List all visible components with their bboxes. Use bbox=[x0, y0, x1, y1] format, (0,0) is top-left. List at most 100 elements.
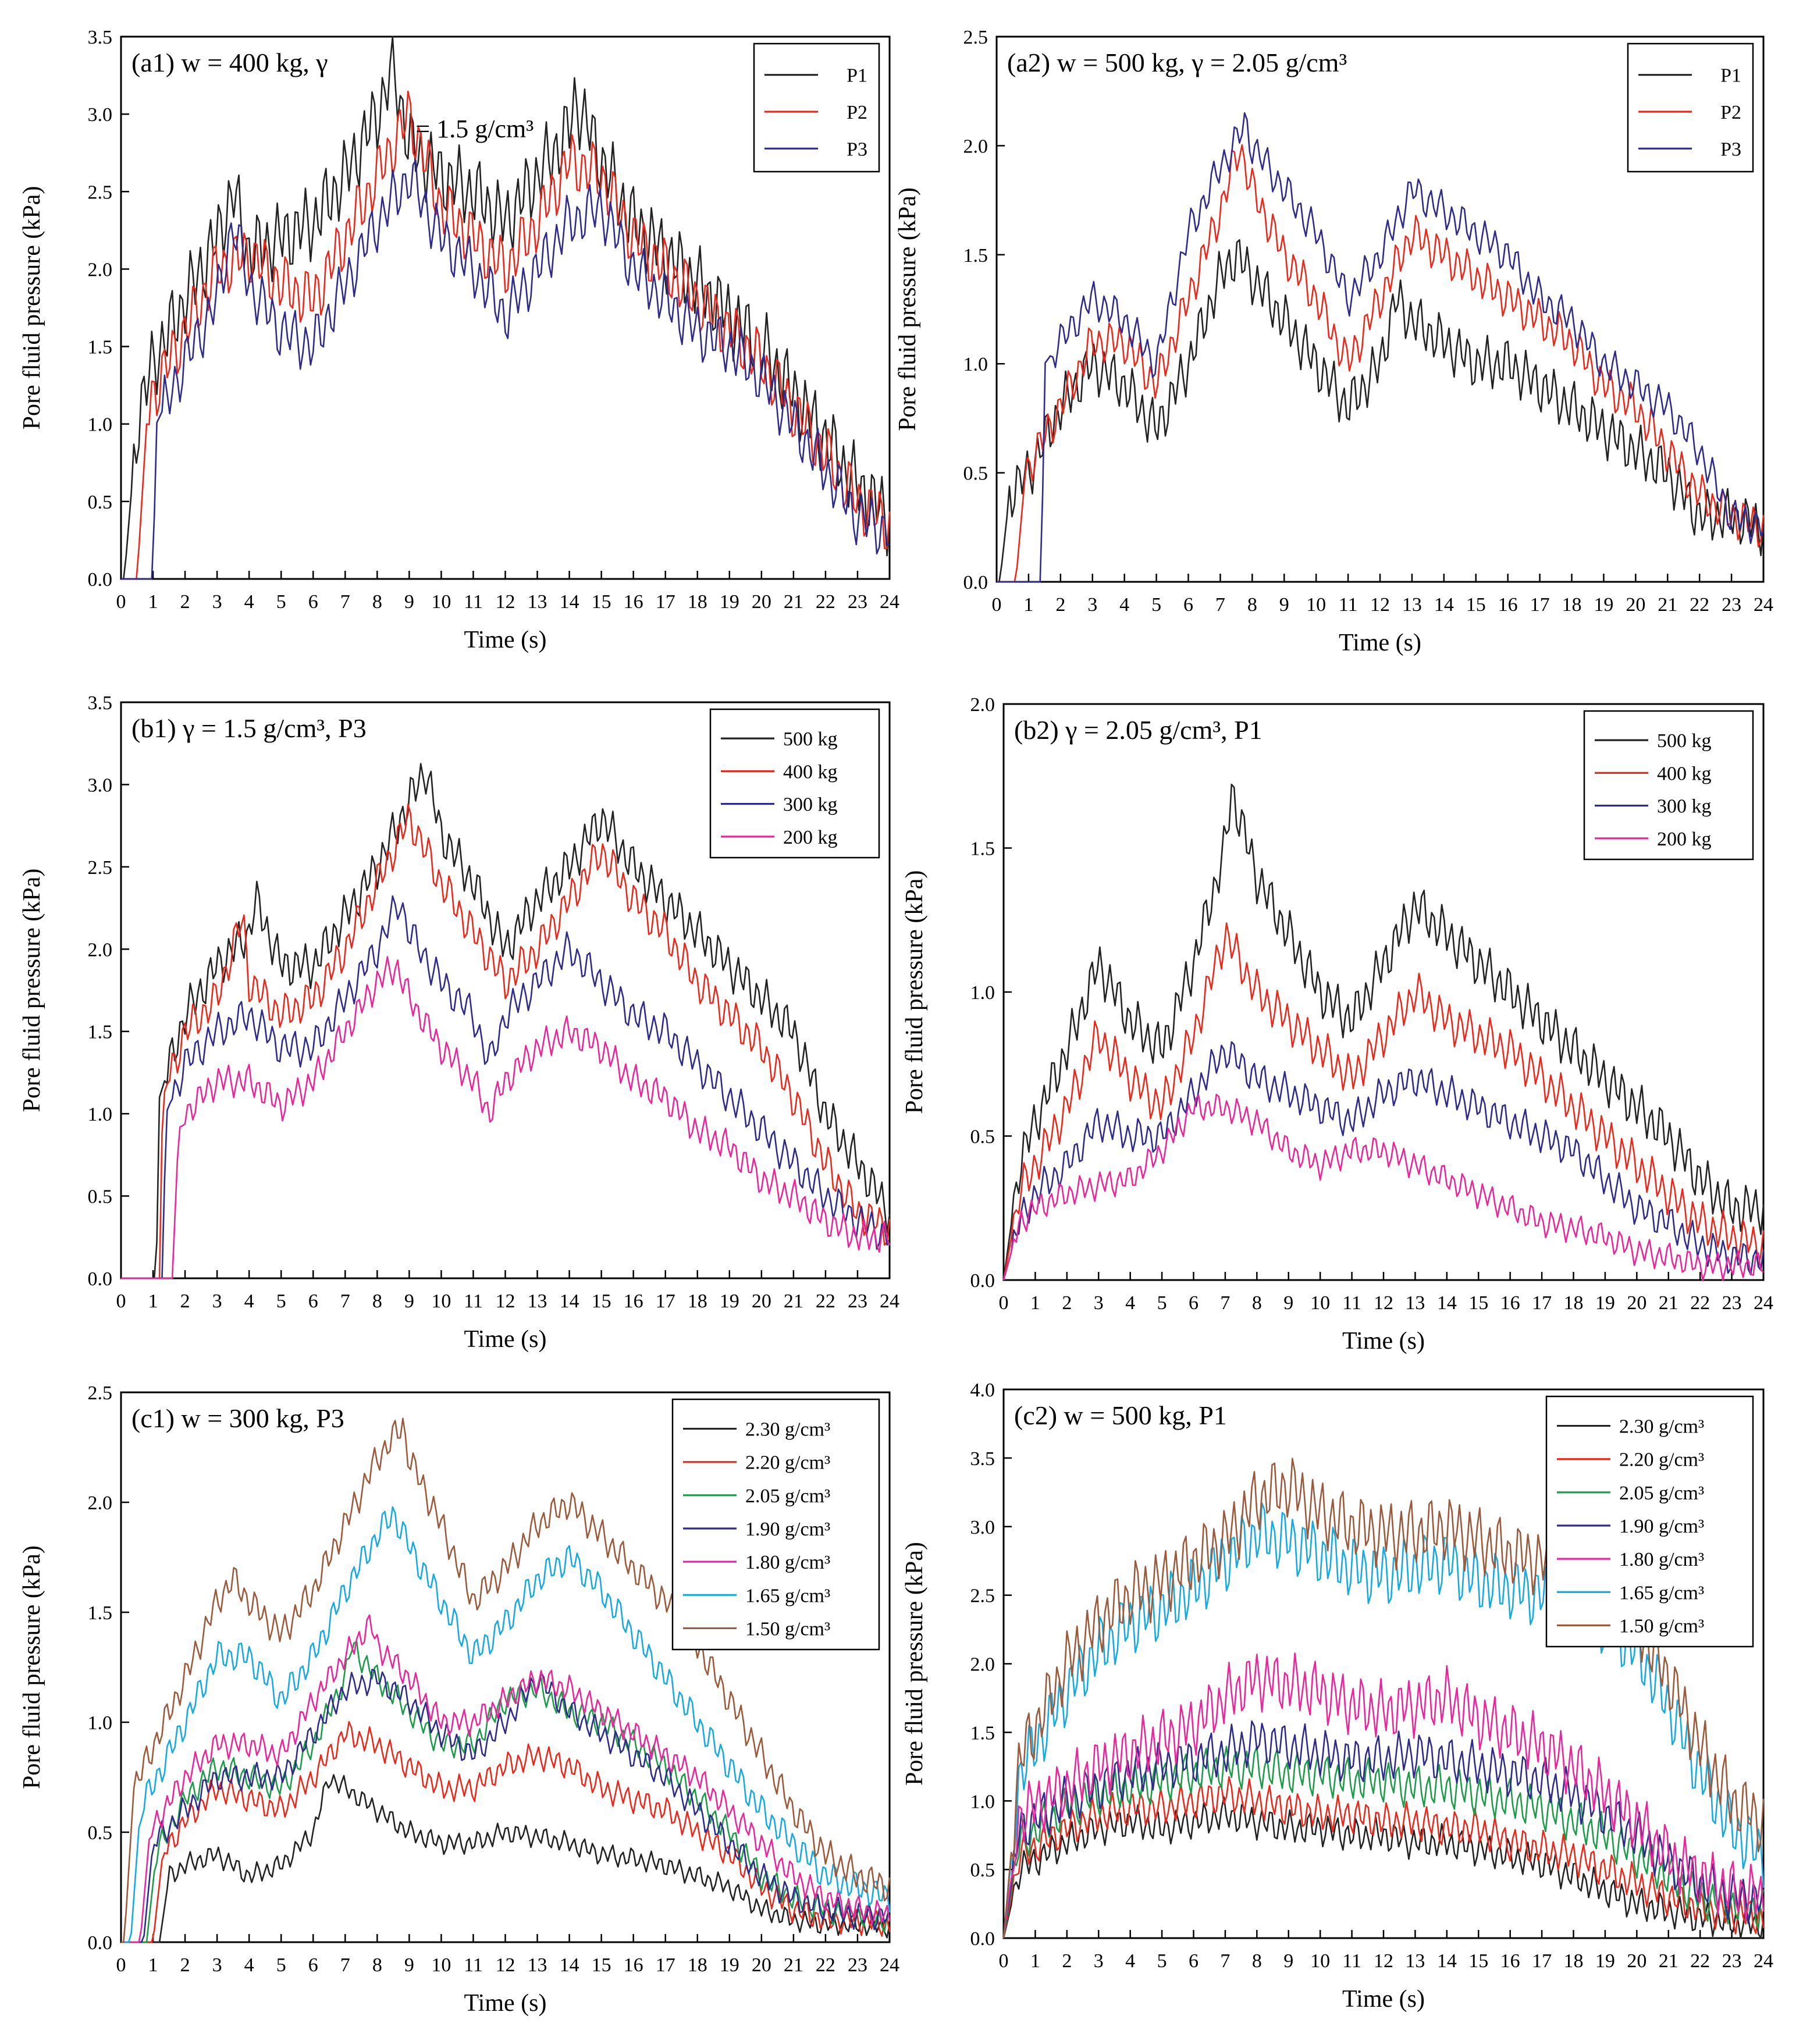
x-tick-label: 18 bbox=[688, 1291, 707, 1312]
y-tick-label: 2.0 bbox=[88, 939, 113, 961]
legend-label: 2.05 g/cm³ bbox=[745, 1485, 830, 1507]
panel-title: (c1) w = 300 kg, P3 bbox=[131, 1403, 344, 1433]
x-tick-label: 14 bbox=[1434, 594, 1454, 616]
y-tick-label: 2.0 bbox=[88, 259, 113, 280]
x-tick-label: 4 bbox=[1125, 1950, 1135, 1972]
x-tick-label: 12 bbox=[496, 1954, 515, 1976]
legend-label: 200 kg bbox=[783, 827, 838, 848]
x-tick-label: 19 bbox=[720, 1954, 739, 1976]
y-tick-label: 0.5 bbox=[88, 1822, 113, 1844]
legend-box bbox=[1545, 1395, 1754, 1648]
y-tick-label: 2.5 bbox=[963, 27, 988, 48]
x-tick-label: 22 bbox=[816, 591, 835, 613]
x-tick-label: 15 bbox=[1468, 1950, 1488, 1972]
x-tick-label: 16 bbox=[1498, 594, 1518, 616]
y-tick-label: 2.0 bbox=[963, 136, 988, 157]
y-axis-label: Pore fluid pressure (kPa) bbox=[894, 187, 921, 431]
x-tick-label: 22 bbox=[816, 1291, 835, 1312]
legend-label: 2.05 g/cm³ bbox=[1619, 1483, 1704, 1504]
legend-box bbox=[753, 42, 880, 173]
x-tick-label: 13 bbox=[528, 1954, 547, 1976]
y-tick-label: 2.0 bbox=[88, 1492, 113, 1514]
legend-label: 2.30 g/cm³ bbox=[1619, 1416, 1704, 1438]
x-tick-label: 4 bbox=[244, 591, 254, 613]
x-tick-label: 21 bbox=[784, 1954, 803, 1976]
chart-b1: 0 1 2 3 4 5 6 7 8 9 10 11 12 13 14 15 16 17 18 19 20 21 22 23 24… bbox=[19, 692, 899, 1353]
x-tick-label: 8 bbox=[372, 1954, 382, 1976]
x-tick-label: 15 bbox=[592, 1291, 611, 1312]
series-line-c1-4 bbox=[121, 1669, 891, 1943]
y-tick-label: 0.5 bbox=[963, 463, 988, 485]
x-tick-label: 2 bbox=[1062, 1292, 1072, 1314]
series-line-b2-1 bbox=[1002, 783, 1765, 1281]
x-tick-label: 2 bbox=[180, 1291, 190, 1312]
chart-a1: 0 1 2 3 4 5 6 7 8 9 10 11 12 13 14 15 16 17 18 19 20 21 22 23 24… bbox=[19, 27, 899, 653]
chart-c2: 0 1 2 3 4 5 6 7 8 9 10 11 12 13 14 15 16 17 18 19 20 21 22 23 24… bbox=[901, 1380, 1773, 2013]
x-tick-label: 17 bbox=[1532, 1950, 1552, 1972]
x-tick-label: 15 bbox=[592, 1954, 611, 1976]
y-tick-label: 1.0 bbox=[970, 982, 995, 1004]
x-tick-label: 17 bbox=[1532, 1292, 1552, 1314]
x-axis-label: Time (s) bbox=[464, 1990, 547, 2017]
x-tick-label: 1 bbox=[148, 1954, 158, 1976]
x-tick-label: 4 bbox=[244, 1954, 254, 1976]
x-tick-label: 3 bbox=[212, 1291, 222, 1312]
x-tick-label: 11 bbox=[464, 591, 483, 613]
x-tick-label: 23 bbox=[1722, 594, 1741, 616]
x-tick-label: 7 bbox=[1215, 594, 1225, 616]
x-tick-label: 24 bbox=[880, 1291, 899, 1312]
x-tick-label: 12 bbox=[1374, 1292, 1393, 1314]
legend-label: 400 kg bbox=[1657, 763, 1712, 784]
legend-box bbox=[709, 708, 880, 859]
y-tick-label: 1.0 bbox=[88, 1104, 113, 1125]
legend-label: P2 bbox=[847, 102, 867, 123]
y-tick-label: 1.0 bbox=[963, 354, 988, 375]
x-tick-label: 6 bbox=[308, 591, 318, 613]
x-tick-label: 21 bbox=[784, 1291, 803, 1312]
x-tick-label: 5 bbox=[1157, 1950, 1167, 1972]
x-tick-label: 17 bbox=[1530, 594, 1550, 616]
x-tick-label: 18 bbox=[1564, 1950, 1584, 1972]
x-tick-label: 4 bbox=[244, 1291, 254, 1312]
y-tick-label: 2.5 bbox=[88, 857, 113, 879]
legend-label: 2.30 g/cm³ bbox=[745, 1419, 830, 1441]
x-tick-label: 14 bbox=[1437, 1950, 1457, 1972]
series-line-c2-3 bbox=[1002, 1746, 1765, 1939]
panel-title: (b1) γ = 1.5 g/cm³, P3 bbox=[131, 713, 367, 743]
legend-label: P3 bbox=[1720, 138, 1741, 160]
x-tick-label: 20 bbox=[752, 591, 771, 613]
y-tick-label: 1.5 bbox=[88, 337, 113, 358]
legend: 500 kg 400 kg 300 kg 200 kg bbox=[1583, 710, 1754, 861]
legend-label: 1.90 g/cm³ bbox=[1619, 1516, 1704, 1537]
series-line-b1-3 bbox=[121, 895, 890, 1279]
series-line-a2-1 bbox=[997, 239, 1765, 583]
x-tick-label: 1 bbox=[148, 1291, 158, 1312]
y-tick-label: 0.0 bbox=[970, 1270, 995, 1292]
x-tick-label: 2 bbox=[180, 1954, 190, 1976]
x-tick-label: 10 bbox=[1310, 1292, 1330, 1314]
legend-label: 1.50 g/cm³ bbox=[745, 1618, 830, 1640]
x-tick-label: 23 bbox=[848, 1291, 867, 1312]
x-tick-label: 21 bbox=[1658, 594, 1677, 616]
x-tick-label: 24 bbox=[1754, 594, 1773, 616]
x-tick-label: 4 bbox=[1125, 1292, 1135, 1314]
x-tick-label: 9 bbox=[404, 591, 414, 613]
legend-box bbox=[1627, 42, 1754, 173]
legend-label: 2.20 g/cm³ bbox=[1619, 1449, 1704, 1471]
x-tick-label: 23 bbox=[1722, 1950, 1742, 1972]
legend-box bbox=[671, 1398, 880, 1651]
x-tick-label: 7 bbox=[340, 1291, 350, 1312]
legend-label: 300 kg bbox=[1657, 796, 1712, 817]
x-tick-label: 22 bbox=[1690, 594, 1709, 616]
x-tick-label: 7 bbox=[340, 1954, 350, 1976]
x-tick-label: 17 bbox=[656, 1291, 675, 1312]
x-tick-label: 22 bbox=[816, 1954, 835, 1976]
x-tick-label: 6 bbox=[1189, 1950, 1199, 1972]
x-tick-label: 6 bbox=[1189, 1292, 1199, 1314]
x-tick-label: 0 bbox=[999, 1950, 1009, 1972]
legend-box bbox=[1583, 710, 1754, 861]
x-tick-label: 5 bbox=[276, 1954, 286, 1976]
x-tick-label: 23 bbox=[1722, 1292, 1742, 1314]
chart-a2: 0 1 2 3 4 5 6 7 8 9 10 11 12 13 14 15 16 17 18 19 20 21 22 23 24… bbox=[894, 27, 1773, 656]
